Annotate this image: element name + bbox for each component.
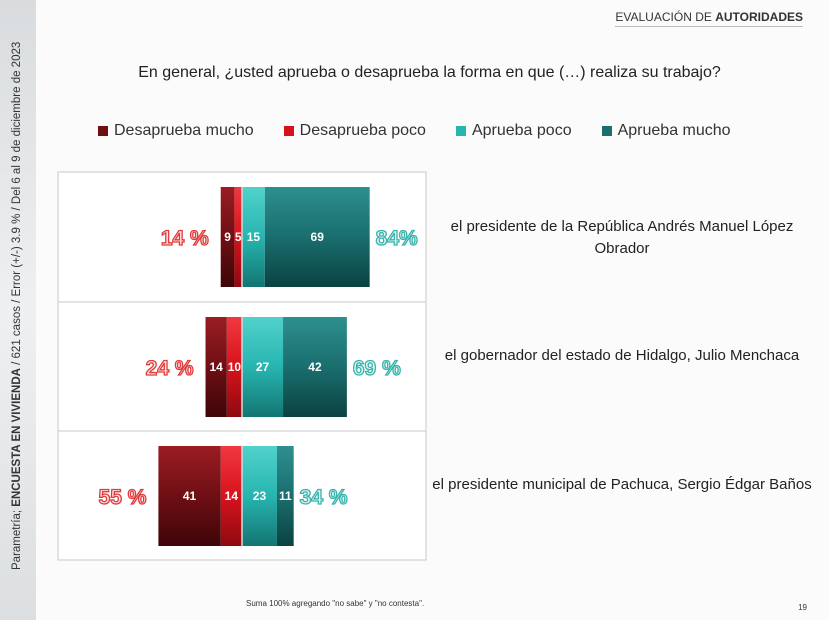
pos-total-label: 84% <box>376 227 418 250</box>
data-label: 9 <box>224 230 231 244</box>
legend-swatch <box>601 126 612 136</box>
data-label: 69 <box>311 230 325 244</box>
data-label: 5 <box>235 230 242 244</box>
bar-desaprueba-mucho <box>158 446 221 546</box>
pos-total-label: 69 % <box>353 357 401 380</box>
bar-aprueba-mucho <box>264 187 370 287</box>
legend-swatch <box>455 126 466 136</box>
section-header-bold: AUTORIDADES <box>715 10 803 24</box>
bar-desaprueba-mucho <box>205 317 227 417</box>
data-label: 42 <box>308 360 322 374</box>
section-header-prefix: EVALUACIÓN DE <box>615 10 716 24</box>
bar-desaprueba-poco <box>234 187 242 287</box>
legend-item-desaprueba-mucho: Desaprueba mucho <box>98 122 254 140</box>
section-header: EVALUACIÓN DE AUTORIDADES <box>615 10 803 27</box>
bar-aprueba-mucho <box>276 446 294 546</box>
legend-item-desaprueba-poco: Desaprueba poco <box>283 122 426 140</box>
data-label: 27 <box>256 360 270 374</box>
legend-swatch <box>98 126 108 136</box>
legend-label: Aprueba mucho <box>617 122 731 139</box>
pos-total-label: 34 % <box>300 486 348 509</box>
page-number: 19 <box>798 603 807 612</box>
legend-label: Aprueba poco <box>471 122 572 139</box>
data-label: 11 <box>279 489 292 503</box>
category-label-mayor: el presidente municipal de Pachuca, Serg… <box>432 476 812 493</box>
footnote: Suma 100% agregando "no sabe" y "no cont… <box>246 599 425 608</box>
data-label: 23 <box>253 489 267 503</box>
legend-label: Desaprueba poco <box>299 122 426 139</box>
bar-aprueba-mucho <box>283 317 347 417</box>
data-label: 41 <box>183 489 197 503</box>
bar-desaprueba-poco <box>220 446 242 546</box>
data-label: 15 <box>247 230 261 244</box>
neg-total-label: 24 % <box>146 357 194 380</box>
bar-desaprueba-poco <box>226 317 242 417</box>
data-label: 14 <box>209 360 223 374</box>
legend-label: Desaprueba mucho <box>114 122 254 139</box>
category-label-amlo: el presidente de la República Andrés Man… <box>450 218 794 257</box>
neg-total-label: 14 % <box>161 227 209 250</box>
bar-aprueba-poco <box>242 187 265 287</box>
bar-aprueba-poco <box>242 317 284 417</box>
category-label-governor: el gobernador del estado de Hidalgo, Jul… <box>444 347 800 364</box>
chart-legend: Desaprueba mucho Desaprueba poco Aprueba… <box>98 122 731 140</box>
neg-total-label: 55 % <box>99 486 147 509</box>
legend-swatch <box>283 126 294 136</box>
data-label: 14 <box>225 489 239 503</box>
bar-aprueba-poco <box>242 446 277 546</box>
bars-group: 59 15 69 14 % 84% 10 14 27 42 24 % 69 % 14 41 23 11 55 … <box>98 187 419 546</box>
legend-item-aprueba-mucho: Aprueba mucho <box>601 122 731 140</box>
legend-item-aprueba-poco: Aprueba poco <box>455 122 572 140</box>
data-label: 10 <box>228 360 242 374</box>
watermark-band <box>0 0 36 620</box>
question-title: En general, ¿usted aprueba o desaprueba … <box>138 64 721 81</box>
bar-desaprueba-mucho <box>220 187 235 287</box>
